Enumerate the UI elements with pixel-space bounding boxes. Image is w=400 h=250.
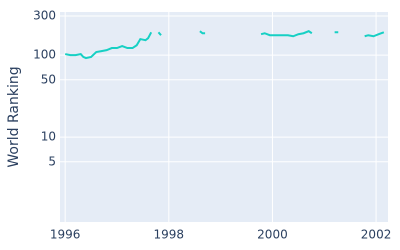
- x-tick-label: 1998: [154, 228, 185, 242]
- x-tick-label: 2000: [257, 228, 288, 242]
- plot-area: [60, 12, 388, 222]
- y-tick-label: 50: [41, 72, 56, 86]
- x-tick-label: 1996: [50, 228, 81, 242]
- y-axis-title: World Ranking: [6, 66, 22, 167]
- x-tick-label: 2002: [361, 228, 392, 242]
- y-tick-label: 300: [33, 9, 56, 23]
- y-tick-label: 5: [48, 154, 56, 168]
- ranking-line: [64, 30, 385, 60]
- y-tick-label: 10: [41, 130, 56, 144]
- y-tick-label: 100: [33, 48, 56, 62]
